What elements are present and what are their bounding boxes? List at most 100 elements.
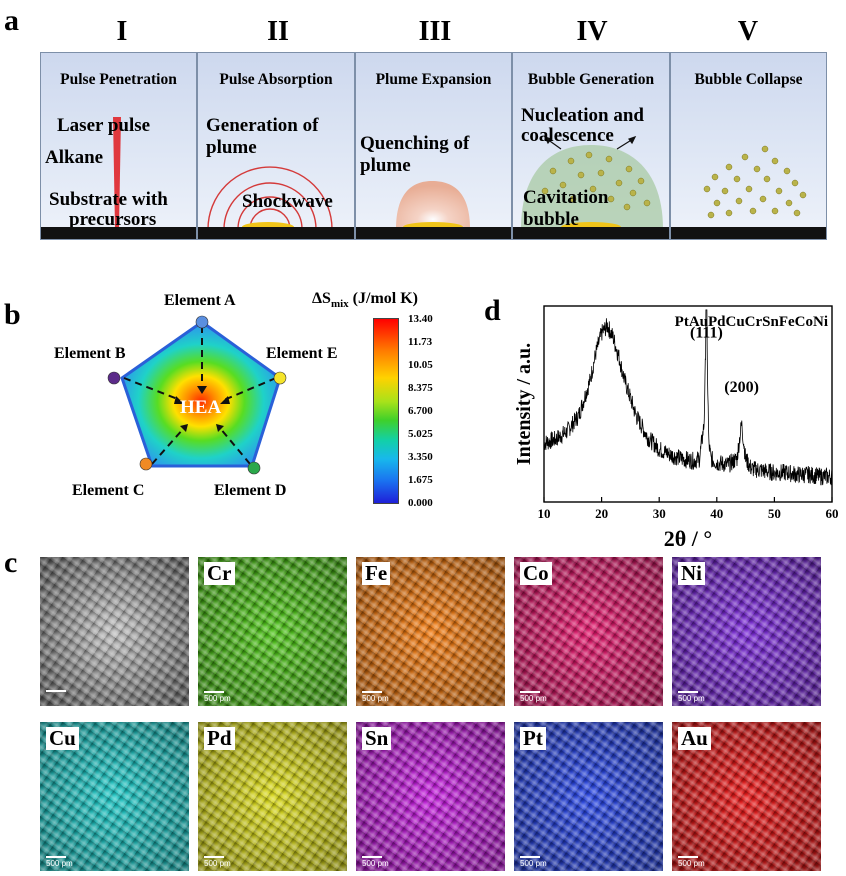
colorbar [373, 318, 399, 504]
element-c-node [139, 457, 153, 471]
scale-bar: 500 pm [362, 856, 389, 868]
colorbar-tick: 0.000 [408, 497, 433, 509]
alkane-label: Alkane [45, 147, 104, 168]
stage-bubble-collapse: Bubble Collapse [670, 52, 827, 240]
eds-map-pt: Pt 500 pm [514, 722, 663, 871]
xrd-series-line [543, 309, 833, 486]
eds-map-cu: Cu 500 pm [40, 722, 189, 871]
eds-map-label: Cr [204, 562, 235, 585]
precursors-label: precursors [69, 209, 157, 230]
substrate [513, 227, 669, 239]
colorbar-tick: 13.40 [408, 313, 433, 325]
stage-pulse-absorption: Pulse Absorption Generation of plume Sho… [197, 52, 355, 240]
stage-title: Pulse Penetration [60, 71, 177, 88]
x-tick-label: 40 [710, 506, 723, 521]
hea-center-label: HEA [180, 397, 222, 418]
element-e-node [273, 371, 287, 385]
colorbar-tick: 5.025 [408, 428, 433, 440]
x-tick-label: 30 [653, 506, 666, 521]
eds-map-co: Co 500 pm [514, 557, 663, 706]
x-axis-label: 2θ / ° [664, 526, 712, 551]
y-axis-label: Intensity / a.u. [513, 343, 535, 465]
bubble-label: bubble [523, 209, 579, 230]
element-d-label: Element D [214, 482, 287, 499]
scale-bar: 500 pm [362, 691, 389, 703]
colorbar-symbol: ΔS [312, 290, 331, 307]
panel-d-label: d [484, 294, 501, 327]
eds-map-label: Fe [362, 562, 391, 585]
element-c-label: Element C [72, 482, 145, 499]
stage-plume-expansion: Plume Expansion Quenching of plume [355, 52, 512, 240]
eds-map-label: Pt [520, 727, 546, 750]
stage-2-numeral: II [267, 16, 289, 47]
element-b-node [107, 371, 121, 385]
stage-title: Bubble Collapse [694, 71, 803, 88]
nanoparticles-icon [703, 145, 807, 219]
eds-map-au: Au 500 pm [672, 722, 821, 871]
xrd-chart: 10 20 30 40 50 60 PtAuPdCuCrSnFeCoNi(111) (200)… [513, 305, 839, 551]
peak-annotation: (111) [690, 324, 723, 341]
generation-label: Generation of [206, 115, 319, 136]
panel-a-label: a [4, 4, 19, 37]
colorbar-ticks: 13.40 11.73 10.05 8.375 6.700 5.025 3.35… [408, 313, 458, 509]
element-d-node [247, 461, 261, 475]
panel-b-label: b [4, 298, 21, 331]
plume-label: plume [360, 155, 411, 176]
eds-map-fe: Fe 500 pm [356, 557, 505, 706]
nucleation-label: Nucleation and [521, 105, 644, 126]
eds-map-label: Sn [362, 727, 392, 750]
stage-3-numeral: III [418, 16, 452, 47]
scale-bar: 500 pm [678, 856, 705, 868]
x-tick-label: 20 [595, 506, 608, 521]
eds-map-label: Au [678, 727, 711, 750]
element-a-node [195, 315, 209, 329]
eds-map-sn: Sn 500 pm [356, 722, 505, 871]
element-b-label: Element B [54, 345, 126, 362]
shockwave-label: Shockwave [242, 191, 333, 212]
substrate [198, 227, 354, 239]
eds-map-label: Cu [46, 727, 79, 750]
stage-pulse-penetration: Pulse Penetration Laser pulse Alkane Sub… [40, 52, 197, 240]
scale-bar: 500 pm [520, 856, 547, 868]
colorbar-tick: 11.73 [408, 336, 433, 348]
stage-title: Bubble Generation [527, 71, 655, 88]
haadf-image [40, 557, 189, 706]
colorbar-title: ΔSmix (J/mol K) [312, 290, 418, 310]
scale-bar: 500 pm [46, 856, 73, 868]
entropy-pentagon-diagram [107, 315, 287, 475]
element-a-label: Element A [164, 292, 236, 309]
stage-5-numeral: V [737, 16, 759, 47]
scale-bar: 500 pm [204, 691, 231, 703]
cavitation-label: Cavitation [523, 187, 609, 208]
colorbar-tick: 6.700 [408, 405, 433, 417]
colorbar-subscript: mix [330, 298, 349, 311]
scale-bar [46, 690, 68, 703]
plume-label: plume [206, 137, 257, 158]
scale-bar: 500 pm [678, 691, 705, 703]
colorbar-unit: (J/mol K) [348, 290, 418, 307]
scale-bar: 500 pm [520, 691, 547, 703]
stage-bubble-generation: Bubble Generation Nucleation and coalesc… [512, 52, 670, 240]
colorbar-tick: 3.350 [408, 451, 433, 463]
stage-4-numeral: IV [576, 16, 608, 47]
laser-pulse-label: Laser pulse [57, 115, 151, 136]
x-tick-label: 10 [538, 506, 551, 521]
panel-c-label: c [4, 546, 18, 579]
peak-annotation: (200) [724, 379, 759, 396]
eds-map-label: Ni [678, 562, 705, 585]
colorbar-tick: 1.675 [408, 474, 433, 486]
quenching-label: Quenching of [360, 133, 470, 154]
colorbar-tick: 10.05 [408, 359, 433, 371]
plot-frame [543, 305, 833, 503]
substrate [41, 227, 196, 239]
coalescence-label: coalescence [521, 125, 614, 146]
laser-pulse-icon [113, 117, 121, 229]
chart-title: PtAuPdCuCrSnFeCoNi [675, 314, 828, 330]
stage-title: Plume Expansion [375, 71, 492, 88]
x-tick-label: 60 [826, 506, 839, 521]
substrate-label: Substrate with [49, 189, 168, 210]
eds-map-label: Co [520, 562, 552, 585]
x-tick-label: 50 [768, 506, 781, 521]
element-e-label: Element E [266, 345, 338, 362]
substrate [356, 227, 511, 239]
